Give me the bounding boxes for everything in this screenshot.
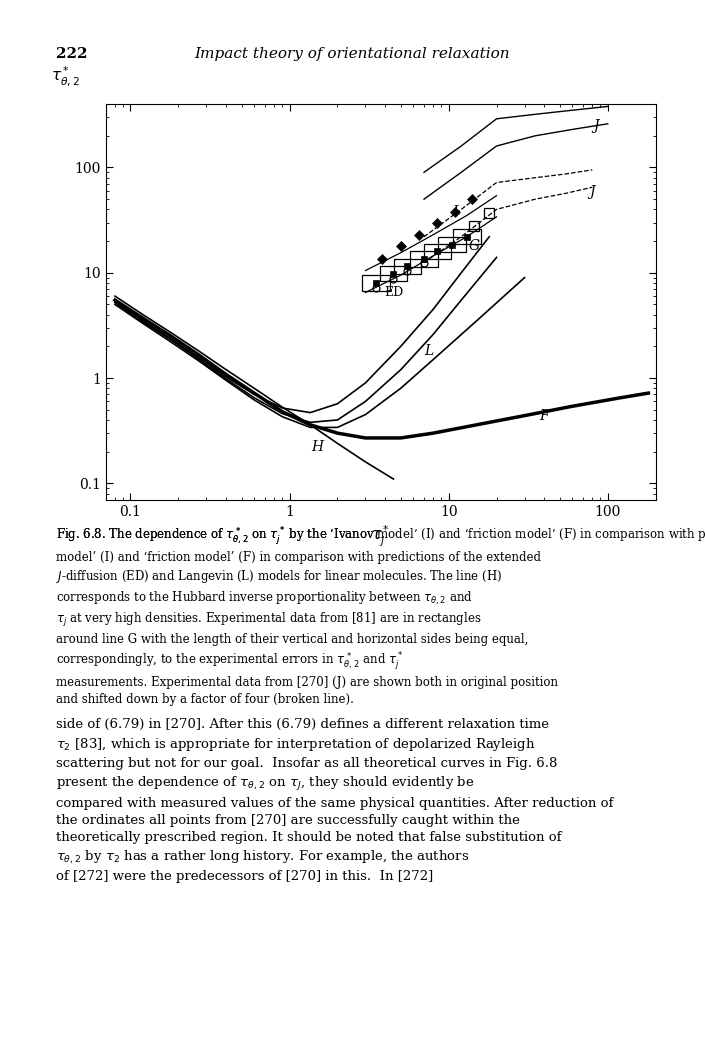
Text: F: F	[539, 409, 549, 423]
Text: ED: ED	[384, 286, 403, 299]
Text: G: G	[469, 238, 480, 253]
Text: Fig. 6.8. The dependence of $\tau^*_{\theta,2}$ on $\tau^*_j$ by the ‘Ivanov mod: Fig. 6.8. The dependence of $\tau^*_{\th…	[56, 526, 705, 548]
Text: L: L	[424, 345, 434, 358]
X-axis label: $\tau_j^*$: $\tau_j^*$	[371, 524, 391, 550]
Text: $\tau_{\theta,2}^*$: $\tau_{\theta,2}^*$	[51, 65, 80, 88]
Text: 222: 222	[56, 47, 88, 60]
Text: Fig. 6.8. The dependence of $\tau^*_{\theta,2}$ on $\tau^*_j$ by the ‘Ivanov
mod: Fig. 6.8. The dependence of $\tau^*_{\th…	[56, 526, 558, 706]
Text: side of (6.79) in [270]. After this (6.79) defines a different relaxation time
$: side of (6.79) in [270]. After this (6.7…	[56, 718, 614, 883]
Text: H: H	[312, 440, 324, 454]
Text: Impact theory of orientational relaxation: Impact theory of orientational relaxatio…	[195, 47, 510, 60]
Text: J: J	[594, 119, 599, 132]
Text: J: J	[589, 185, 595, 200]
Text: I: I	[453, 205, 458, 219]
